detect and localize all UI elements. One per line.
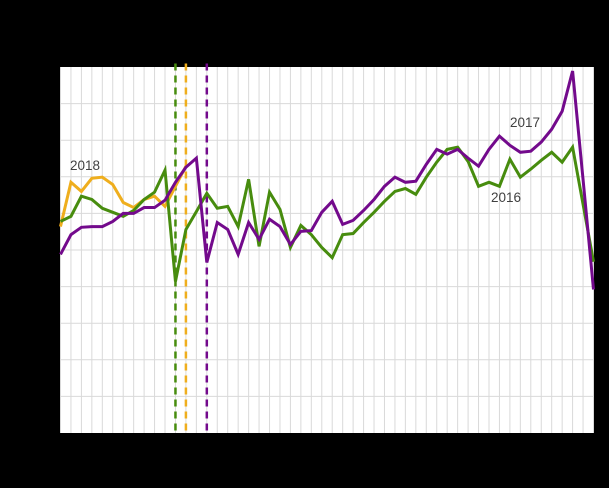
series-label-2017: 2017 [510,115,541,130]
series-label-2016: 2016 [491,190,522,205]
line-2017 [59,70,595,290]
line-2016 [59,143,595,282]
line-2018 [59,165,188,227]
series-label-2018: 2018 [70,158,101,173]
